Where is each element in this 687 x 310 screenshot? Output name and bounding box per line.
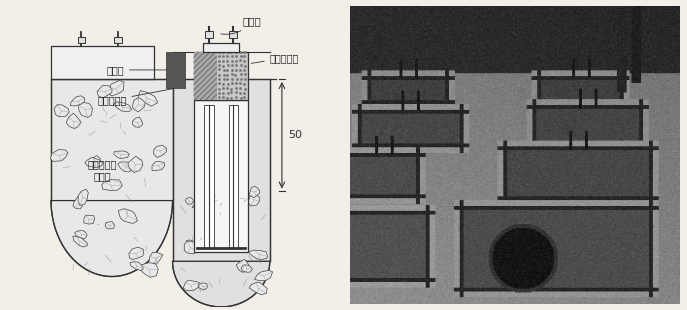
Polygon shape xyxy=(248,250,267,260)
FancyBboxPatch shape xyxy=(51,79,172,201)
Polygon shape xyxy=(73,196,83,209)
Text: 支模板: 支模板 xyxy=(106,65,167,75)
FancyBboxPatch shape xyxy=(78,37,85,42)
Polygon shape xyxy=(184,241,199,254)
Polygon shape xyxy=(152,162,165,171)
Polygon shape xyxy=(138,91,158,106)
Text: 水平砂浆堆: 水平砂浆堆 xyxy=(251,53,299,64)
FancyBboxPatch shape xyxy=(51,46,155,79)
Polygon shape xyxy=(192,201,207,208)
Polygon shape xyxy=(185,197,193,204)
Text: 50: 50 xyxy=(288,130,302,140)
FancyBboxPatch shape xyxy=(229,31,237,38)
Polygon shape xyxy=(248,194,260,206)
Polygon shape xyxy=(201,215,210,224)
FancyBboxPatch shape xyxy=(194,52,216,100)
Polygon shape xyxy=(128,156,143,172)
Polygon shape xyxy=(199,188,206,193)
Polygon shape xyxy=(221,239,233,252)
FancyBboxPatch shape xyxy=(172,79,270,261)
Polygon shape xyxy=(210,221,224,229)
Polygon shape xyxy=(129,247,144,259)
Polygon shape xyxy=(241,265,252,272)
FancyBboxPatch shape xyxy=(229,105,238,248)
Polygon shape xyxy=(154,145,167,157)
Polygon shape xyxy=(113,102,132,112)
Polygon shape xyxy=(79,103,93,117)
Polygon shape xyxy=(75,230,87,239)
Polygon shape xyxy=(133,117,143,127)
Polygon shape xyxy=(105,222,114,229)
Polygon shape xyxy=(214,243,230,249)
Polygon shape xyxy=(114,151,129,159)
Polygon shape xyxy=(222,242,232,252)
FancyBboxPatch shape xyxy=(166,52,185,88)
Polygon shape xyxy=(109,80,124,96)
Polygon shape xyxy=(210,214,218,222)
Text: 硅树脂密封: 硅树脂密封 xyxy=(97,89,173,105)
Polygon shape xyxy=(249,282,267,295)
Polygon shape xyxy=(66,113,81,129)
Polygon shape xyxy=(73,236,87,247)
Polygon shape xyxy=(216,241,226,250)
Polygon shape xyxy=(220,202,232,210)
Polygon shape xyxy=(203,182,217,189)
Polygon shape xyxy=(249,186,260,197)
FancyBboxPatch shape xyxy=(114,37,122,42)
Polygon shape xyxy=(118,209,137,224)
Polygon shape xyxy=(224,221,237,229)
Polygon shape xyxy=(186,240,203,250)
Polygon shape xyxy=(254,270,273,281)
Polygon shape xyxy=(70,96,85,106)
FancyBboxPatch shape xyxy=(205,105,214,248)
Polygon shape xyxy=(85,157,103,167)
Polygon shape xyxy=(148,252,163,263)
Text: 灌浆料: 灌浆料 xyxy=(221,16,261,34)
Polygon shape xyxy=(204,229,214,236)
Polygon shape xyxy=(234,236,245,250)
Polygon shape xyxy=(84,215,95,224)
Polygon shape xyxy=(200,207,209,219)
Polygon shape xyxy=(54,105,69,117)
FancyBboxPatch shape xyxy=(194,100,249,252)
Polygon shape xyxy=(130,262,144,271)
FancyBboxPatch shape xyxy=(205,31,213,38)
Polygon shape xyxy=(210,181,221,191)
Text: 地脚螺栓预
埋套筒: 地脚螺栓预 埋套筒 xyxy=(88,159,117,181)
Polygon shape xyxy=(133,98,146,112)
Polygon shape xyxy=(172,261,270,307)
FancyBboxPatch shape xyxy=(194,52,249,100)
Polygon shape xyxy=(90,156,100,167)
Polygon shape xyxy=(97,85,112,98)
Polygon shape xyxy=(211,232,229,245)
Polygon shape xyxy=(216,198,232,209)
Polygon shape xyxy=(183,280,199,291)
Polygon shape xyxy=(201,189,216,197)
Polygon shape xyxy=(236,240,249,248)
Polygon shape xyxy=(139,262,158,277)
Polygon shape xyxy=(102,180,122,191)
Polygon shape xyxy=(117,162,132,172)
Polygon shape xyxy=(236,259,249,272)
FancyBboxPatch shape xyxy=(203,42,239,52)
Polygon shape xyxy=(51,201,172,277)
Polygon shape xyxy=(50,150,68,162)
Polygon shape xyxy=(198,283,207,290)
Polygon shape xyxy=(78,189,89,206)
